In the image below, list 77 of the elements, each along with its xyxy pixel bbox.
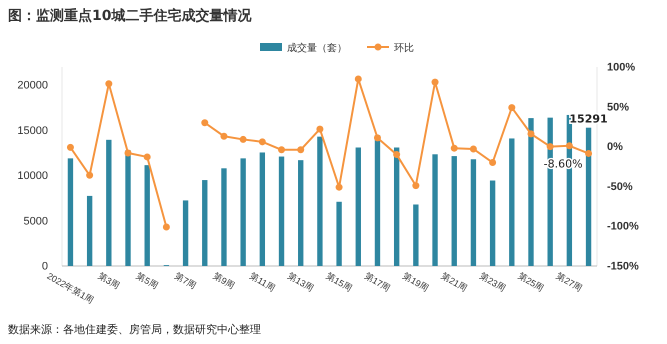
point bbox=[546, 143, 554, 150]
point bbox=[86, 172, 94, 179]
bar bbox=[432, 154, 438, 266]
point bbox=[336, 184, 343, 191]
bar bbox=[509, 138, 514, 266]
point bbox=[393, 151, 400, 158]
bar bbox=[298, 160, 304, 266]
x-tick-label: 第23周 bbox=[478, 270, 508, 294]
x-tick-label: 第5周 bbox=[134, 270, 160, 291]
bar bbox=[413, 204, 419, 266]
point bbox=[432, 78, 439, 86]
point bbox=[201, 119, 208, 126]
point bbox=[450, 144, 458, 152]
y2-tick-label: -50% bbox=[607, 180, 633, 193]
point bbox=[354, 75, 362, 82]
bar bbox=[317, 136, 323, 266]
bar bbox=[260, 152, 266, 266]
bar bbox=[394, 148, 400, 266]
point bbox=[240, 136, 247, 143]
y2-tick-label: 50% bbox=[607, 101, 630, 114]
point bbox=[258, 138, 266, 146]
chart-title: 图：监测重点10城二手住宅成交量情况 bbox=[8, 7, 252, 24]
point bbox=[412, 182, 420, 190]
bar bbox=[144, 165, 150, 266]
x-tick-label: 第7周 bbox=[173, 270, 198, 291]
point bbox=[470, 145, 477, 152]
point bbox=[566, 142, 573, 150]
bar bbox=[240, 158, 246, 266]
point bbox=[297, 146, 304, 154]
x-tick-label: 第15周 bbox=[324, 270, 354, 294]
point bbox=[105, 80, 112, 88]
bar bbox=[278, 156, 284, 266]
x-tick-label: 第21周 bbox=[440, 270, 469, 294]
y-tick-label: 0 bbox=[42, 260, 48, 273]
bar bbox=[221, 168, 227, 266]
point bbox=[278, 146, 286, 154]
bar bbox=[490, 180, 496, 266]
point bbox=[527, 130, 534, 138]
bar bbox=[68, 158, 74, 266]
y-tick-label: 15000 bbox=[17, 124, 48, 137]
x-tick-label: 第17周 bbox=[362, 270, 392, 294]
bar bbox=[106, 140, 112, 266]
x-tick-label: 第27周 bbox=[554, 270, 584, 294]
y2-tick-label: -100% bbox=[607, 220, 640, 233]
y2-tick-label: 0% bbox=[607, 141, 624, 154]
point bbox=[144, 153, 151, 160]
x-tick-label: 第9周 bbox=[211, 270, 236, 291]
point bbox=[585, 150, 592, 157]
x-tick-label: 第3周 bbox=[96, 270, 122, 291]
point bbox=[508, 104, 516, 112]
bar bbox=[336, 202, 342, 266]
bar bbox=[86, 196, 92, 266]
x-tick-label: 第13周 bbox=[286, 270, 316, 294]
x-tick-label: 第11周 bbox=[248, 270, 277, 294]
x-tick-label: 第19周 bbox=[401, 270, 430, 294]
bar bbox=[182, 200, 188, 266]
x-tick-label: 2022年第1周 bbox=[45, 270, 96, 306]
point bbox=[220, 132, 228, 140]
legend-label: 环比 bbox=[394, 42, 414, 54]
x-tick-label: 第25周 bbox=[516, 270, 546, 294]
y2-tick-label: 100% bbox=[607, 62, 636, 74]
point bbox=[124, 149, 132, 156]
y-tick-label: 10000 bbox=[17, 170, 48, 182]
point bbox=[316, 126, 324, 133]
source-note: 数据来源：各地住建委、房管局，数据研究中心整理 bbox=[8, 323, 261, 336]
point bbox=[489, 159, 496, 166]
y-tick-label: 5000 bbox=[24, 215, 48, 228]
bar bbox=[202, 180, 208, 266]
bar bbox=[356, 148, 361, 266]
y2-tick-label: -150% bbox=[607, 260, 640, 273]
y-tick-label: 20000 bbox=[17, 80, 48, 92]
point bbox=[162, 223, 170, 230]
point bbox=[66, 144, 74, 151]
bar bbox=[470, 159, 476, 266]
bar bbox=[452, 156, 457, 266]
point bbox=[374, 134, 381, 142]
legend-label: 成交量（套） bbox=[287, 42, 347, 54]
